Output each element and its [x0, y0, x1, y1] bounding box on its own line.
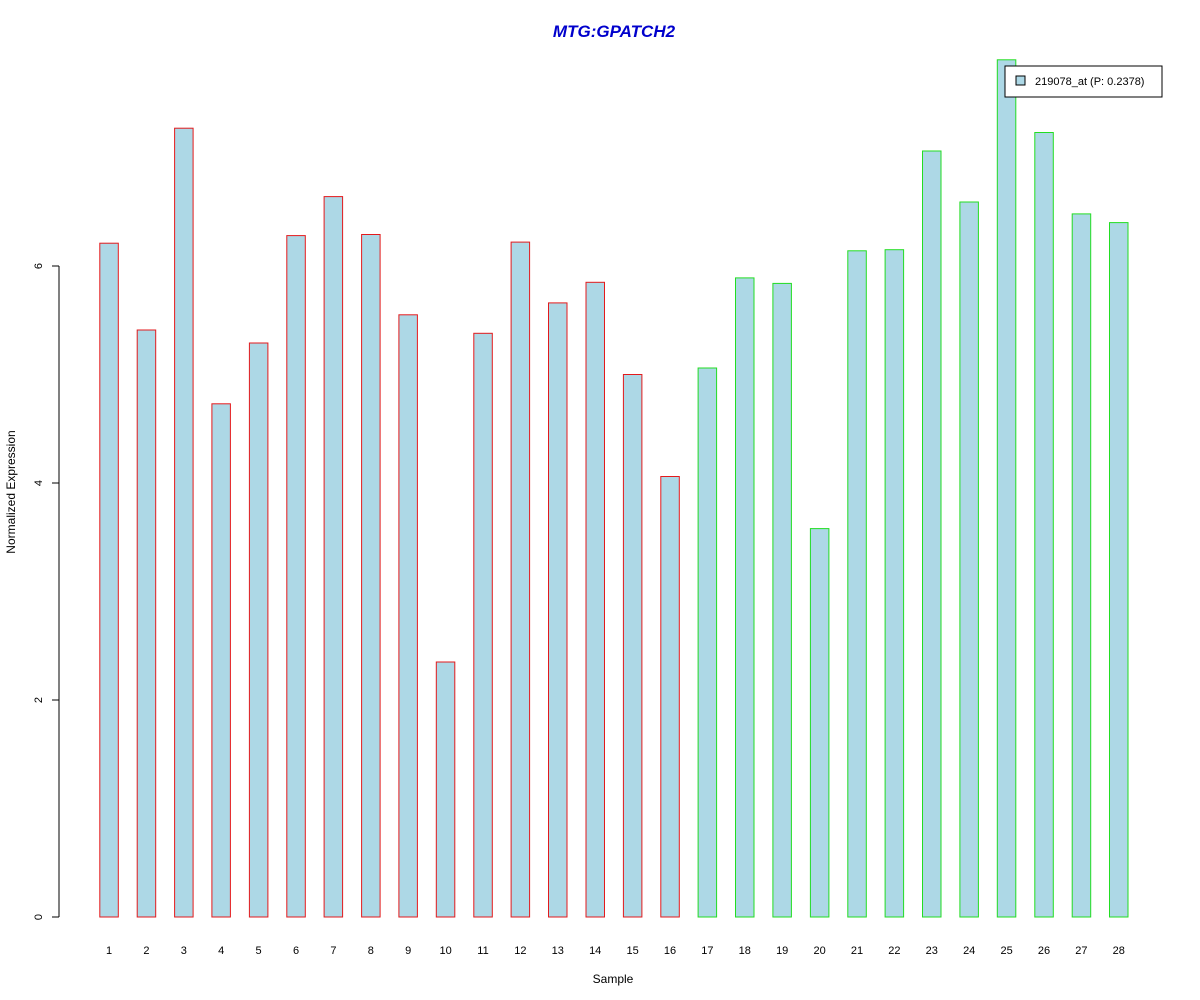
x-tick-label: 7: [330, 945, 336, 957]
x-tick-label: 13: [552, 945, 564, 957]
x-tick-label: 2: [143, 945, 149, 957]
x-tick-labels: 1 2 3 4 5 6 7 8 9 10 11 12 13 14 15 16 17 18 19 20 21 22 23 24 2…: [106, 945, 1125, 957]
y-axis-label: Normalized Expression: [4, 430, 18, 553]
x-tick-label: 21: [851, 945, 863, 957]
bar-sample-27: [1071, 213, 1092, 918]
y-tick-label: 0: [33, 914, 45, 920]
x-tick-label: 4: [218, 945, 224, 957]
x-tick-label: 8: [368, 945, 374, 957]
bar-sample-15: [622, 374, 643, 918]
bar-sample-8: [361, 234, 381, 918]
x-tick-label: 26: [1038, 945, 1050, 957]
legend: 219078_at (P: 0.2378): [1004, 65, 1163, 98]
bar-sample-7: [323, 196, 344, 918]
bar-sample-23: [922, 150, 942, 918]
bar-sample-1: [99, 242, 119, 918]
y-axis: 0 2 4 6: [33, 263, 60, 920]
x-tick-label: 9: [405, 945, 411, 957]
bar-sample-22: [884, 249, 905, 918]
bars-group: [99, 59, 1129, 918]
bar-sample-17: [697, 367, 718, 918]
bar-sample-16: [660, 476, 680, 918]
y-tick-label: 6: [33, 263, 45, 269]
y-tick-label: 2: [33, 697, 45, 703]
x-tick-label: 5: [256, 945, 262, 957]
x-tick-label: 16: [664, 945, 676, 957]
bar-sample-10: [435, 661, 456, 918]
bar-sample-11: [473, 332, 493, 918]
bar-sample-13: [548, 302, 568, 918]
x-tick-label: 10: [439, 945, 451, 957]
x-tick-label: 20: [813, 945, 825, 957]
bar-sample-14: [585, 281, 605, 918]
x-tick-label: 24: [963, 945, 975, 957]
y-tick-label: 4: [33, 480, 45, 486]
bar-sample-5: [248, 342, 269, 918]
bar-sample-3: [174, 127, 194, 918]
x-tick-label: 14: [589, 945, 601, 957]
x-tick-label: 6: [293, 945, 299, 957]
x-tick-label: 18: [739, 945, 751, 957]
bar-sample-25: [996, 59, 1017, 918]
x-tick-label: 28: [1113, 945, 1125, 957]
bar-sample-9: [398, 314, 418, 918]
legend-label: 219078_at (P: 0.2378): [1035, 76, 1144, 88]
x-tick-label: 22: [888, 945, 900, 957]
x-tick-label: 15: [626, 945, 638, 957]
bar-sample-18: [735, 277, 755, 918]
x-tick-label: 23: [926, 945, 938, 957]
bar-sample-12: [510, 241, 531, 918]
x-tick-label: 27: [1075, 945, 1087, 957]
legend-box: [1004, 65, 1163, 98]
bar-sample-20: [809, 528, 830, 918]
x-tick-label: 3: [181, 945, 187, 957]
bar-sample-6: [286, 235, 306, 918]
chart-title: MTG:GPATCH2: [553, 22, 676, 41]
legend-swatch: [1015, 75, 1026, 86]
bar-sample-2: [136, 329, 157, 918]
bar-sample-24: [959, 201, 979, 918]
x-tick-label: 12: [514, 945, 526, 957]
x-tick-label: 19: [776, 945, 788, 957]
bar-sample-4: [211, 403, 231, 918]
x-tick-label: 11: [477, 945, 488, 957]
x-axis-label: Sample: [593, 972, 634, 986]
bar-sample-28: [1109, 222, 1129, 918]
bar-sample-26: [1034, 132, 1054, 918]
x-tick-label: 25: [1000, 945, 1012, 957]
bar-sample-19: [772, 282, 792, 918]
x-tick-label: 1: [106, 945, 112, 957]
x-tick-label: 17: [701, 945, 713, 957]
bar-sample-21: [847, 250, 867, 918]
